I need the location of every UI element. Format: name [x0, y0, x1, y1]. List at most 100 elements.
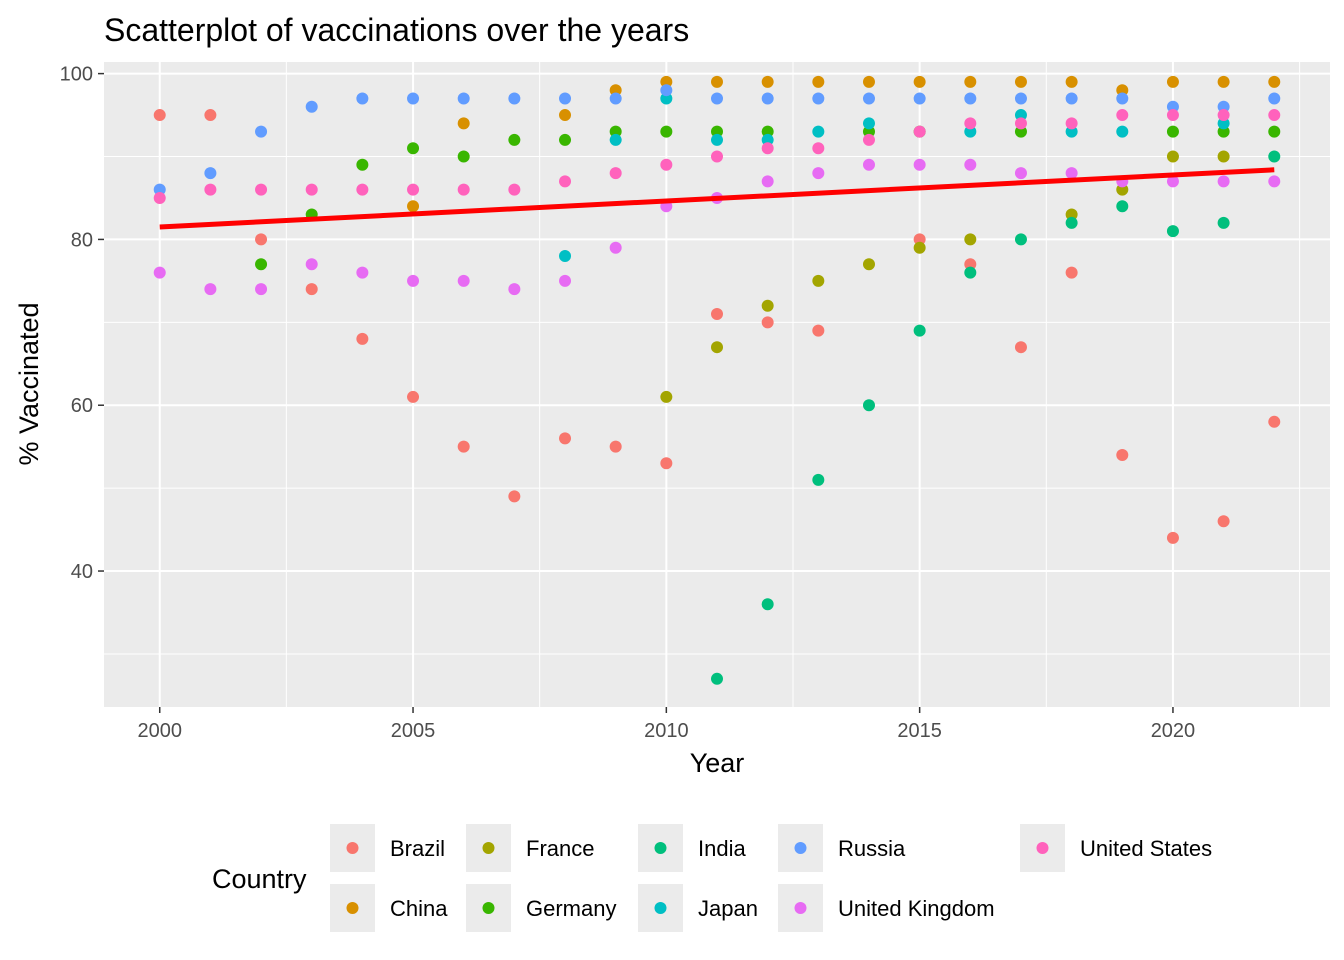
point-brazil	[255, 233, 268, 246]
point-russia	[508, 92, 521, 105]
point-united-kingdom	[609, 241, 622, 254]
point-united-kingdom	[407, 274, 420, 287]
point-china	[1116, 84, 1129, 97]
point-russia	[457, 92, 470, 105]
point-germany	[1014, 125, 1027, 138]
legend-dot-china	[346, 902, 359, 914]
minor-gridlines	[104, 62, 1330, 707]
point-united-kingdom	[812, 167, 825, 180]
point-russia	[609, 92, 622, 105]
x-tick-label: 2000	[137, 720, 182, 742]
point-united-kingdom	[862, 158, 875, 171]
point-india	[1065, 216, 1078, 229]
legend-label-united-kingdom: United Kingdom	[838, 896, 995, 921]
point-japan	[711, 133, 723, 146]
point-united-states	[559, 175, 572, 188]
point-united-states	[457, 183, 470, 196]
point-germany	[711, 125, 723, 138]
point-russia	[407, 92, 420, 105]
point-russia	[1065, 92, 1078, 105]
point-france	[1116, 183, 1129, 196]
point-russia	[660, 84, 673, 97]
point-china	[1268, 75, 1281, 88]
legend-dot-germany	[482, 902, 495, 914]
point-russia	[204, 167, 217, 180]
point-india	[1014, 233, 1027, 246]
y-axis-title: % Vaccinated	[14, 302, 44, 465]
point-russia	[559, 92, 572, 105]
point-japan	[1116, 125, 1129, 138]
legend-label-brazil: Brazil	[390, 836, 445, 861]
point-russia	[1014, 92, 1027, 105]
point-japan	[964, 125, 977, 138]
point-japan	[1014, 109, 1027, 122]
point-germany	[457, 150, 470, 163]
trend-line	[159, 167, 1275, 230]
point-japan	[609, 133, 622, 146]
point-united-states	[356, 183, 369, 196]
point-united-states	[305, 183, 318, 196]
point-united-states	[711, 150, 723, 163]
y-axis-ticks: 40 60 80 100	[60, 64, 104, 583]
point-japan	[559, 249, 572, 262]
point-germany	[1166, 125, 1179, 138]
legend-dot-united-states	[1036, 842, 1049, 854]
point-brazil	[1166, 531, 1179, 544]
point-united-kingdom	[1217, 175, 1230, 188]
point-united-kingdom	[1166, 175, 1179, 188]
point-france	[660, 390, 673, 403]
point-russia	[761, 92, 774, 105]
legend-dot-japan	[654, 902, 667, 914]
point-france	[964, 233, 977, 246]
point-japan	[1217, 117, 1230, 130]
point-united-kingdom	[153, 266, 166, 279]
legend: Brazil France India Russia United States Chin…	[330, 824, 1212, 932]
point-japan	[812, 125, 825, 138]
point-united-kingdom	[1268, 175, 1281, 188]
point-united-states	[1217, 109, 1230, 122]
point-russia	[356, 92, 369, 105]
point-france	[862, 258, 875, 271]
point-china	[457, 117, 470, 130]
point-brazil	[305, 283, 318, 296]
point-united-kingdom	[305, 258, 318, 271]
point-china	[609, 84, 622, 97]
point-united-states	[862, 133, 875, 146]
point-united-states	[1116, 109, 1129, 122]
legend-dot-france	[482, 842, 495, 854]
chart-title: Scatterplot of vaccinations over the yea…	[104, 12, 689, 48]
y-tick-label: 60	[71, 395, 93, 417]
point-united-states	[812, 142, 825, 155]
point-germany	[356, 158, 369, 171]
point-brazil	[457, 440, 470, 453]
point-united-kingdom	[356, 266, 369, 279]
point-brazil	[559, 432, 572, 445]
point-india	[1166, 225, 1179, 238]
point-united-states	[508, 183, 521, 196]
x-axis-title: Year	[690, 748, 745, 778]
point-india	[913, 324, 926, 337]
point-brazil	[1217, 515, 1230, 528]
point-germany	[1268, 125, 1281, 138]
point-india	[711, 672, 723, 685]
point-united-kingdom	[457, 274, 470, 287]
point-germany	[609, 125, 622, 138]
point-india	[1116, 200, 1129, 213]
point-united-kingdom	[913, 158, 926, 171]
point-united-states	[153, 191, 166, 204]
point-germany	[660, 125, 673, 138]
point-france	[913, 241, 926, 254]
point-united-states	[913, 125, 926, 138]
point-brazil	[761, 316, 774, 329]
point-india	[761, 598, 774, 611]
point-russia	[1166, 100, 1179, 113]
legend-dot-india	[654, 842, 667, 854]
x-tick-label: 2020	[1151, 720, 1196, 742]
point-united-states	[407, 183, 420, 196]
point-germany	[508, 133, 521, 146]
point-france	[1065, 208, 1078, 221]
point-india	[964, 266, 977, 279]
point-russia	[1268, 92, 1281, 105]
point-united-states	[964, 117, 977, 130]
